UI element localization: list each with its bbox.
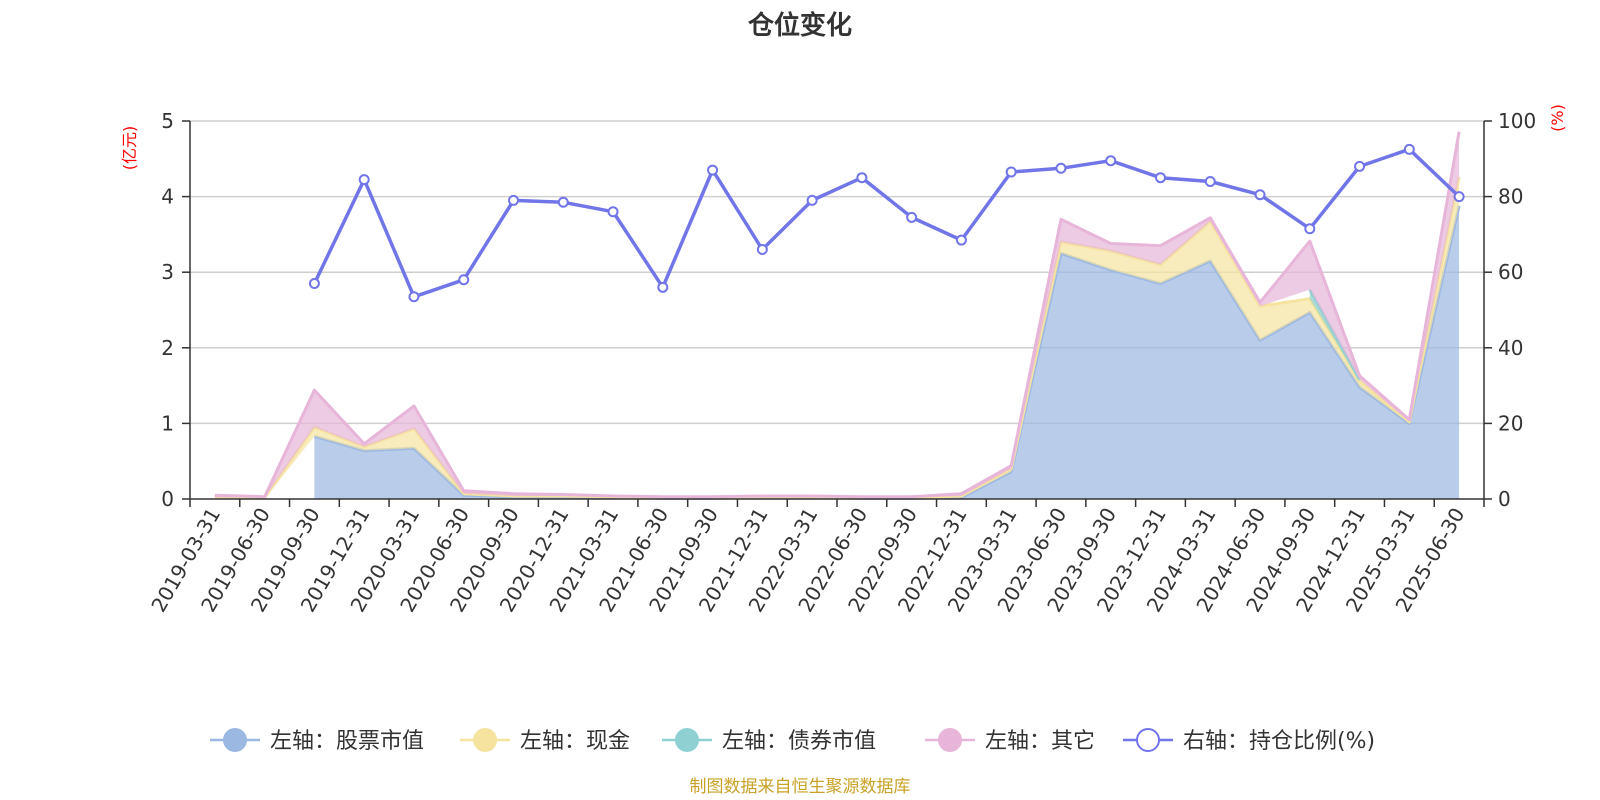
ratio-point — [1105, 155, 1117, 167]
legend-item: 左轴：现金 — [460, 728, 630, 754]
left-tick-label: 3 — [161, 260, 174, 284]
ratio-point — [308, 278, 320, 290]
left-tick-label: 2 — [161, 336, 174, 360]
chart-title: 仓位变化 — [747, 10, 852, 41]
legend-marker — [473, 728, 497, 752]
ratio-point — [458, 274, 470, 286]
legend-label: 右轴：持仓比例(%) — [1183, 729, 1375, 754]
ratio-point — [1304, 223, 1316, 235]
ratio-point — [1155, 172, 1166, 184]
ratio-point — [856, 172, 868, 184]
ratio-point — [1204, 175, 1216, 187]
ratio-point — [1055, 162, 1067, 174]
left-tick-label: 5 — [161, 109, 174, 133]
ratio-point — [1005, 166, 1017, 178]
legend-marker — [223, 728, 247, 752]
left-tick-label: 4 — [161, 185, 174, 209]
left-axis-unit: (亿元) — [120, 126, 139, 171]
legend-marker — [675, 728, 699, 752]
legend-item: 左轴：债券市值 — [662, 728, 876, 754]
source-note: 制图数据来自恒生聚源数据库 — [690, 777, 911, 797]
ratio-point — [1254, 189, 1266, 201]
legend-item: 左轴：股票市值 — [210, 728, 424, 754]
ratio-point — [756, 244, 768, 256]
right-axis-unit: (%) — [1548, 104, 1567, 132]
ratio-point — [707, 164, 719, 176]
ratio-point — [955, 234, 967, 246]
right-tick-label: 80 — [1498, 185, 1523, 209]
area-edge — [214, 131, 1461, 499]
right-tick-label: 0 — [1498, 487, 1511, 511]
ratio-point — [508, 194, 519, 206]
right-tick-label: 20 — [1498, 411, 1523, 435]
legend-item: 右轴：持仓比例(%) — [1123, 728, 1375, 754]
legend-label: 左轴：股票市值 — [270, 729, 424, 754]
ratio-point — [607, 206, 619, 218]
legend-marker — [1136, 728, 1160, 752]
legend-marker — [938, 728, 962, 752]
right-tick-label: 100 — [1498, 109, 1536, 133]
ratio-point — [657, 281, 669, 293]
holding-ratio-line — [308, 143, 1465, 303]
ratio-point — [1403, 143, 1415, 155]
ratio-point — [806, 194, 818, 206]
legend-label: 左轴：其它 — [985, 729, 1095, 754]
legend-label: 左轴：现金 — [520, 729, 630, 754]
ratio-point — [358, 174, 370, 186]
right-tick-label: 60 — [1498, 260, 1523, 284]
left-tick-label: 0 — [161, 487, 174, 511]
ratio-point — [1354, 160, 1366, 172]
right-tick-label: 40 — [1498, 336, 1523, 360]
ratio-point — [1453, 191, 1465, 203]
legend-item: 左轴：其它 — [925, 728, 1095, 754]
legend-label: 左轴：债券市值 — [722, 729, 876, 754]
ratio-point — [906, 211, 918, 223]
left-tick-label: 1 — [161, 411, 174, 435]
legend: 左轴：股票市值 左轴：现金 左轴：债券市值 左轴：其它 右轴：持仓比例(%) — [210, 728, 1375, 754]
stacked-areas — [214, 131, 1461, 500]
area-segment — [314, 205, 1460, 499]
ratio-point — [557, 196, 569, 208]
ratio-point — [408, 291, 420, 303]
ratio-line-path — [312, 147, 1461, 299]
